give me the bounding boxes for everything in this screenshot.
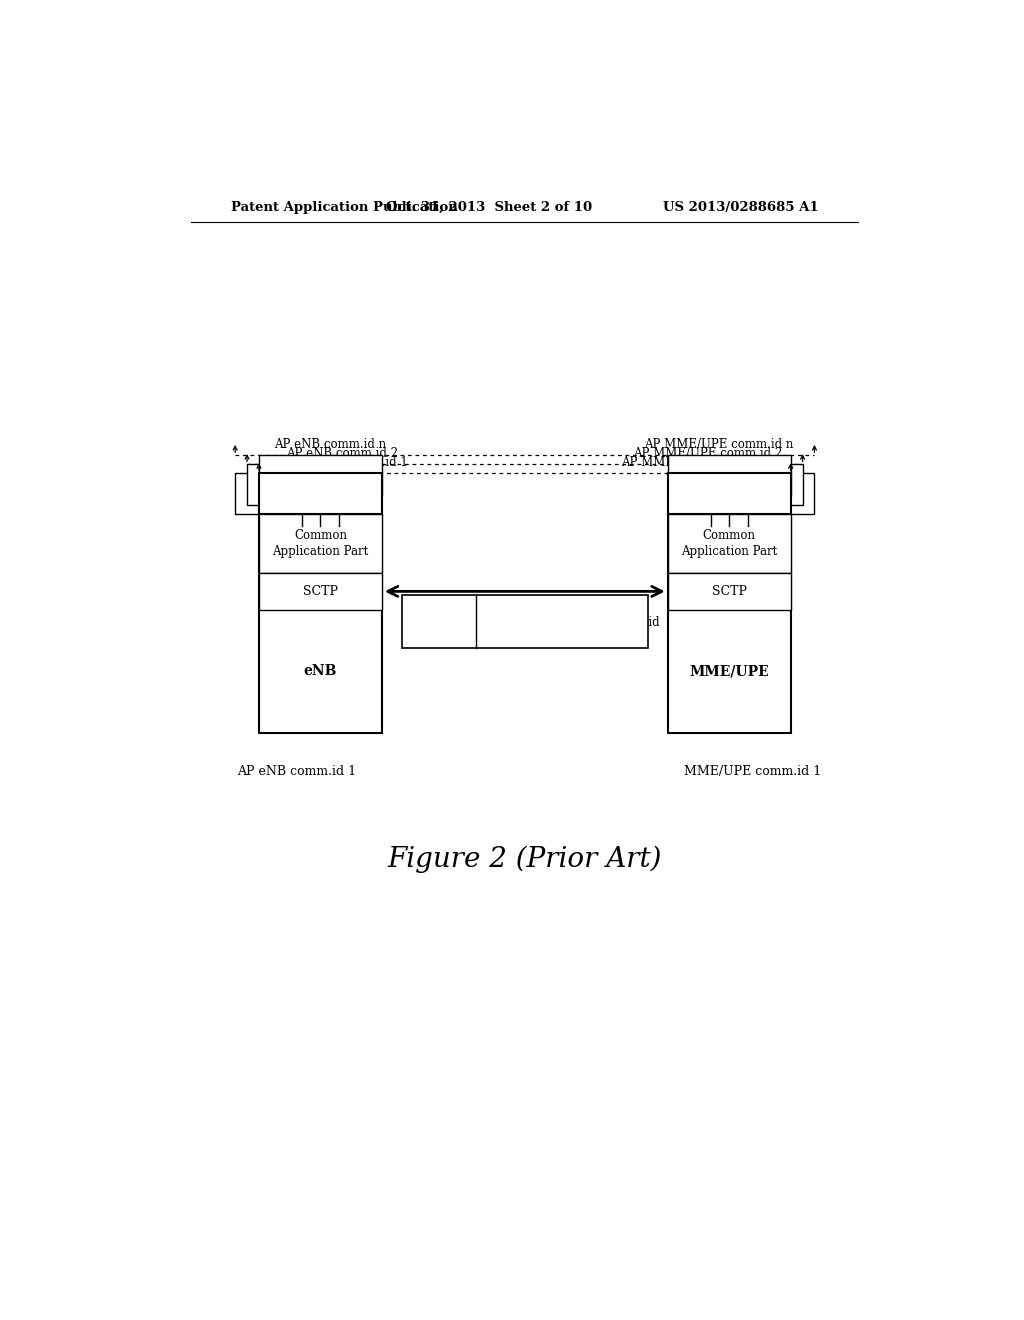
- Text: AP MME/UPE comm.id n: AP MME/UPE comm.id n: [644, 438, 794, 451]
- Bar: [259, 515, 382, 733]
- Bar: [401, 595, 648, 648]
- Bar: [680, 465, 803, 506]
- Text: MME/UPE comm.id 1: MME/UPE comm.id 1: [684, 764, 821, 777]
- Bar: [668, 513, 791, 573]
- Text: AP: AP: [720, 487, 738, 500]
- Bar: [668, 515, 791, 733]
- Text: AP eNB comm.id 1: AP eNB comm.id 1: [238, 764, 356, 777]
- Bar: [247, 465, 370, 506]
- Bar: [259, 513, 382, 573]
- Text: SCTP: SCTP: [712, 585, 746, 598]
- Text: Figure 2 (Prior Art): Figure 2 (Prior Art): [387, 846, 663, 874]
- Text: Patent Application Publication: Patent Application Publication: [231, 201, 458, 214]
- Bar: [259, 474, 382, 515]
- Text: MME/UPE: MME/UPE: [689, 664, 769, 678]
- Text: eNB: eNB: [304, 664, 337, 678]
- Bar: [259, 573, 382, 610]
- Bar: [668, 455, 791, 496]
- Text: comm.id, AP MME/UPE comm.id: comm.id, AP MME/UPE comm.id: [464, 615, 660, 628]
- Bar: [691, 474, 814, 515]
- Bar: [259, 455, 382, 496]
- Bar: [668, 573, 791, 610]
- Text: Common
Application Part: Common Application Part: [681, 529, 777, 558]
- Text: AP eNB comm.id n: AP eNB comm.id n: [274, 438, 386, 451]
- Text: AP: AP: [311, 487, 330, 500]
- Text: US 2013/0288685 A1: US 2013/0288685 A1: [663, 201, 818, 214]
- Text: APeNB comm.id 1: APeNB comm.id 1: [300, 457, 408, 470]
- Text: Oct. 31, 2013  Sheet 2 of 10: Oct. 31, 2013 Sheet 2 of 10: [386, 201, 592, 214]
- Text: SCTP: SCTP: [421, 615, 457, 628]
- Bar: [236, 474, 358, 515]
- Text: AP MME/UPE comm.id 1: AP MME/UPE comm.id 1: [621, 457, 770, 470]
- Text: AP eNB comm.id 2: AP eNB comm.id 2: [287, 447, 398, 461]
- Bar: [668, 474, 791, 515]
- Text: SCTP: SCTP: [303, 585, 338, 598]
- Text: Common
Application Part: Common Application Part: [272, 529, 369, 558]
- Text: AP MME/UPE comm.id 2: AP MME/UPE comm.id 2: [633, 447, 782, 461]
- Text: SCTO association: SCTO association: [466, 623, 584, 636]
